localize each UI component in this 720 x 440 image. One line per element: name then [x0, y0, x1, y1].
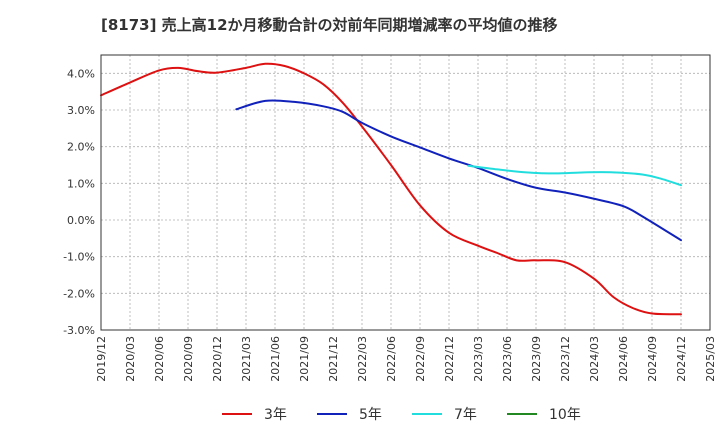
x-axis-ticks: 2019/12 2020/03 2020/06 2020/09 2020/12 2021/… [95, 336, 717, 382]
x-tick-label: 2021/06 [269, 336, 282, 382]
x-tick-label: 2020/09 [182, 336, 195, 382]
series-line-1 [235, 99, 682, 242]
legend-label-0: 3年 [264, 407, 287, 423]
x-tick-label: 2021/12 [327, 336, 340, 382]
chart-title: [8173] 売上高12か月移動合計の対前年同期増減率の平均値の推移 [101, 16, 558, 34]
x-tick-label: 2020/12 [211, 336, 224, 382]
x-tick-label: 2025/03 [704, 336, 717, 382]
y-tick-label: -3.0% [63, 324, 95, 337]
x-tick-label: 2022/12 [443, 336, 456, 382]
x-tick-label: 2024/09 [646, 336, 659, 382]
x-tick-label: 2023/03 [472, 336, 485, 382]
legend: 3年 5年 7年 10年 [222, 407, 581, 423]
x-tick-label: 2023/06 [501, 336, 514, 382]
x-tick-label: 2023/12 [559, 336, 572, 382]
y-axis-ticks: 4.0% 3.0% 2.0% 1.0% 0.0% -1.0% -2.0% -3.0% [63, 67, 95, 337]
grid [100, 55, 711, 331]
series-lines [100, 62, 682, 316]
x-tick-label: 2021/03 [240, 336, 253, 382]
axes [100, 54, 711, 331]
x-tick-label: 2022/06 [385, 336, 398, 382]
legend-label-1: 5年 [359, 407, 382, 423]
y-tick-label: 3.0% [67, 104, 95, 117]
legend-label-3: 10年 [549, 407, 581, 423]
x-tick-label: 2024/12 [675, 336, 688, 382]
x-tick-label: 2022/03 [356, 336, 369, 382]
x-tick-label: 2020/06 [153, 336, 166, 382]
legend-label-2: 7年 [454, 407, 477, 423]
x-tick-label: 2022/09 [414, 336, 427, 382]
y-tick-label: 4.0% [67, 67, 95, 80]
y-tick-label: -2.0% [63, 287, 95, 300]
y-tick-label: 0.0% [67, 214, 95, 227]
x-tick-label: 2024/03 [588, 336, 601, 382]
x-tick-label: 2023/09 [530, 336, 543, 382]
x-tick-label: 2024/06 [617, 336, 630, 382]
x-tick-label: 2020/03 [124, 336, 137, 382]
y-tick-label: 1.0% [67, 177, 95, 190]
y-tick-label: -1.0% [63, 251, 95, 264]
series-line-2 [467, 164, 682, 187]
plot-frame [100, 54, 711, 331]
x-tick-label: 2021/09 [298, 336, 311, 382]
y-tick-label: 2.0% [67, 141, 95, 154]
series-line-0 [100, 62, 682, 316]
x-tick-label: 2019/12 [95, 336, 108, 382]
